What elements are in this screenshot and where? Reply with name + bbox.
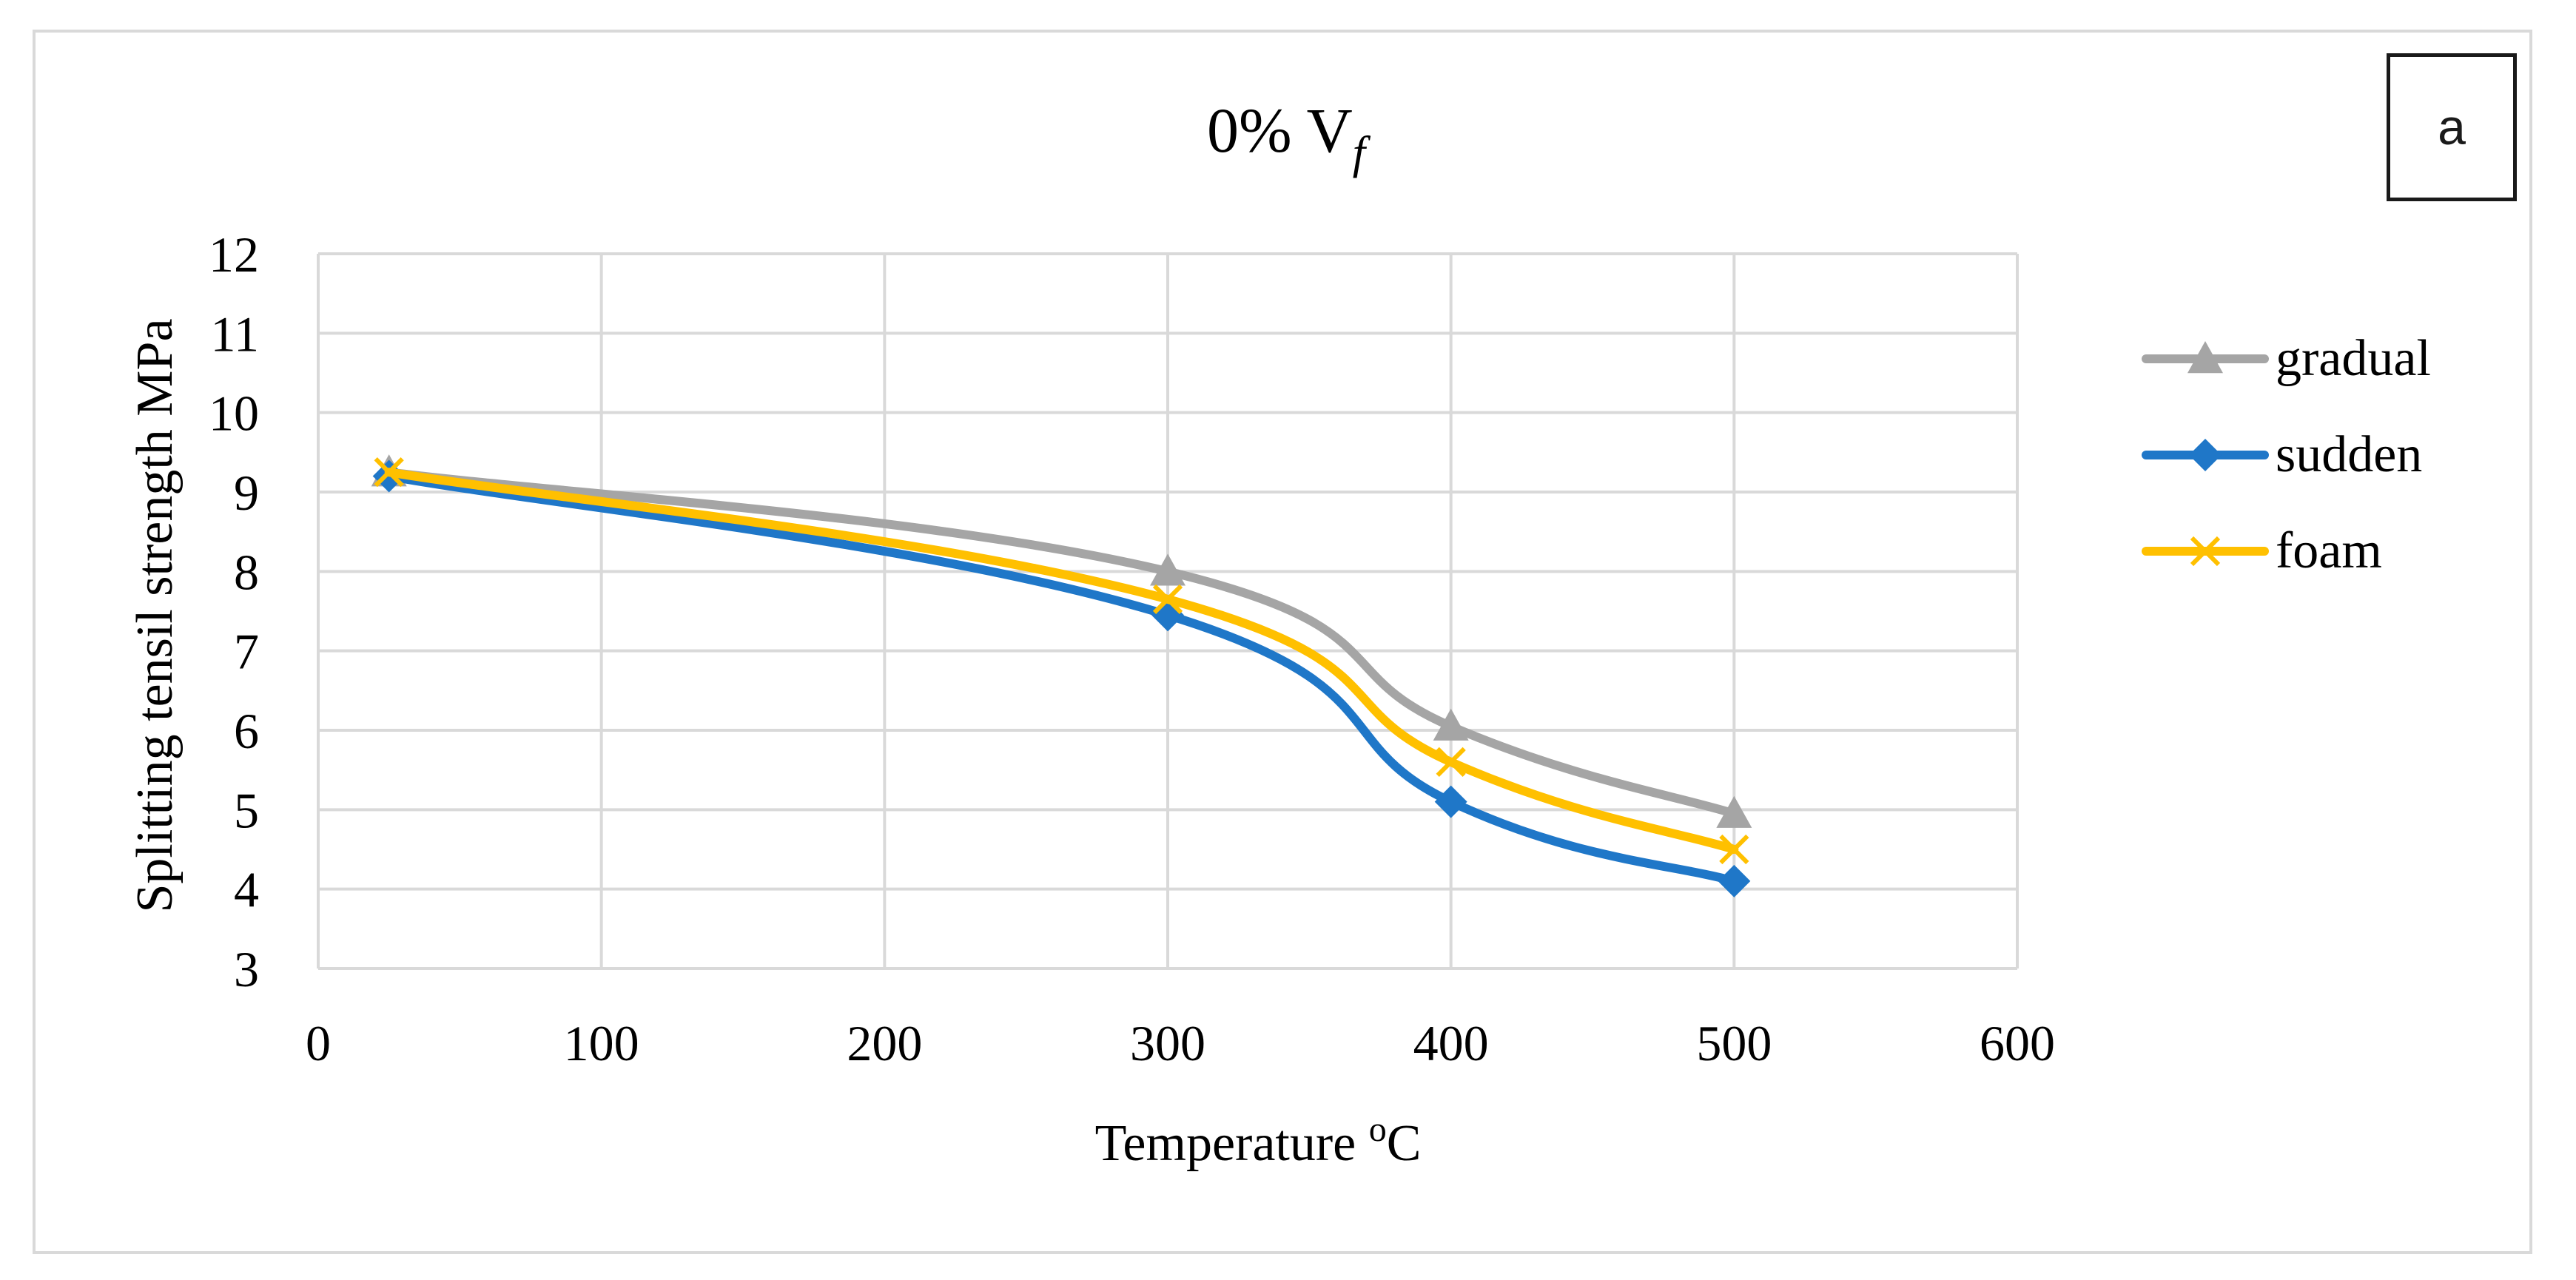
series-sudden	[372, 459, 1751, 897]
x-tick-label-500: 500	[1696, 1015, 1772, 1071]
legend: gradual sudden foam	[2142, 330, 2431, 579]
panel-label-box: a	[2387, 53, 2517, 201]
gradual-point-300	[1150, 553, 1186, 586]
legend-marker-sudden	[2189, 439, 2222, 471]
chart-title: 0% Vf	[1207, 95, 1371, 178]
x-tick-label-100: 100	[564, 1015, 639, 1071]
legend-marker-gradual	[2187, 341, 2223, 374]
foam-point-500	[1719, 834, 1749, 865]
foam-point-300	[1152, 584, 1183, 615]
panel-label: a	[2438, 99, 2466, 155]
y-tick-label-12: 12	[209, 226, 259, 283]
series-gradual	[371, 454, 1752, 828]
foam-point-400	[1436, 747, 1466, 778]
y-tick-label-6: 6	[234, 703, 259, 759]
foam-point-25	[374, 457, 404, 488]
x-axis-label-superscript: o	[1369, 1110, 1387, 1149]
x-tick-labels: 0 100 200 300 400 500 600	[306, 1015, 2055, 1071]
x-tick-label-300: 300	[1130, 1015, 1205, 1071]
sudden-point-400	[1434, 785, 1467, 818]
y-tick-label-4: 4	[234, 862, 259, 918]
foam-line	[384, 468, 1739, 854]
gradual-point-400	[1433, 708, 1469, 741]
gradual-line	[384, 468, 1739, 818]
y-tick-label-8: 8	[234, 544, 259, 600]
y-tick-label-5: 5	[234, 782, 259, 838]
gradual-point-500	[1716, 795, 1752, 828]
sudden-point-500	[1718, 864, 1751, 897]
x-axis-label-unit: C	[1387, 1115, 1422, 1172]
legend-item-foam: foam	[2142, 522, 2382, 579]
legend-label-gradual: gradual	[2276, 330, 2431, 387]
y-tick-label-7: 7	[234, 624, 259, 680]
y-tick-label-11: 11	[211, 306, 259, 362]
gridlines	[317, 252, 2019, 970]
sudden-line	[384, 471, 1739, 886]
y-tick-labels: 3 4 5 6 7 8 9 10 11 12	[209, 226, 259, 997]
x-tick-label-200: 200	[847, 1015, 922, 1071]
title-subscript: f	[1353, 128, 1371, 178]
legend-item-gradual: gradual	[2142, 330, 2431, 387]
x-tick-label-0: 0	[306, 1015, 331, 1071]
x-tick-label-400: 400	[1413, 1015, 1489, 1071]
data-series	[371, 454, 1752, 897]
x-axis-label: Temperature oC	[1095, 1110, 1422, 1172]
legend-item-sudden: sudden	[2142, 426, 2422, 483]
series-foam	[374, 457, 1749, 865]
y-tick-label-10: 10	[209, 385, 259, 442]
legend-label-sudden: sudden	[2276, 426, 2422, 483]
legend-marker-foam	[2190, 536, 2221, 567]
legend-label-foam: foam	[2276, 522, 2382, 579]
y-tick-label-9: 9	[234, 465, 259, 521]
y-tick-label-3: 3	[234, 941, 259, 997]
y-axis-label: Splitting tensil strength MPa	[127, 318, 184, 912]
x-tick-label-600: 600	[1980, 1015, 2055, 1071]
